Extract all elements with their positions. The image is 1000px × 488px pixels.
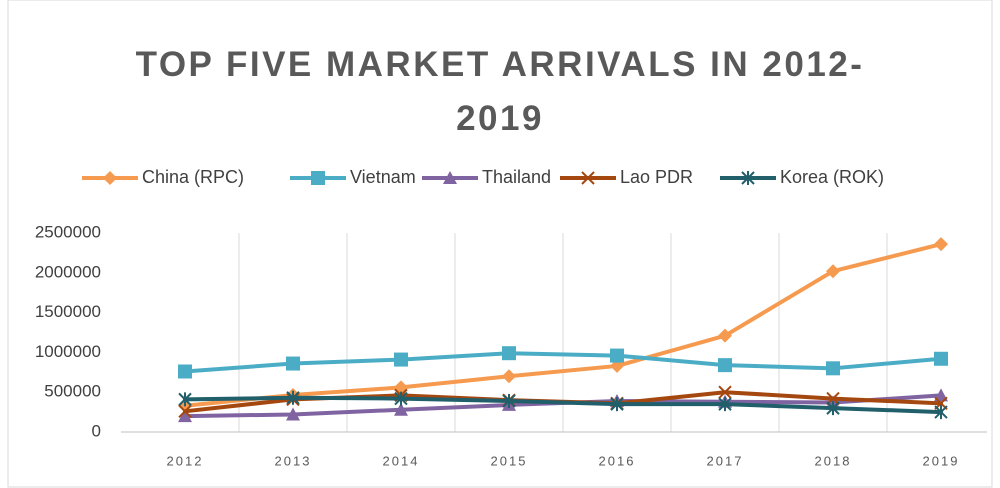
y-tick-label: 500000 [44, 382, 101, 401]
legend-label: Lao PDR [620, 167, 693, 187]
x-tick-label: 2018 [815, 453, 852, 468]
marker [178, 392, 192, 407]
chart-frame [7, 0, 993, 488]
legend-label: Korea (ROK) [780, 167, 884, 187]
marker [394, 402, 408, 416]
marker [934, 405, 948, 420]
marker [394, 391, 408, 406]
marker [826, 264, 840, 279]
x-tick-label: 2015 [491, 453, 528, 468]
y-tick-label: 0 [92, 421, 101, 440]
marker [502, 369, 516, 384]
legend-label: Vietnam [350, 167, 416, 187]
marker [178, 404, 192, 419]
marker [718, 397, 732, 412]
marker [178, 364, 192, 379]
marker [103, 171, 117, 185]
x-tick-label: 2016 [599, 453, 636, 468]
x-tick-label: 2019 [923, 453, 960, 468]
y-tick-label: 1500000 [35, 302, 101, 321]
marker [610, 397, 624, 412]
marker [286, 407, 300, 421]
marker [718, 385, 732, 399]
marker [502, 346, 516, 361]
marker [718, 328, 732, 343]
x-tick-label: 2014 [383, 453, 420, 468]
marker [286, 356, 300, 371]
legend-label: China (RPC) [142, 167, 244, 187]
marker [826, 391, 840, 406]
y-tick-label: 1000000 [35, 342, 101, 361]
marker [581, 171, 595, 185]
marker [826, 401, 840, 416]
series-line [183, 395, 943, 415]
marker [826, 361, 840, 376]
marker [394, 352, 408, 367]
marker [311, 171, 325, 185]
marker [610, 348, 624, 363]
marker [286, 390, 300, 405]
x-tick-label: 2017 [707, 453, 744, 468]
series-line [183, 242, 943, 408]
marker [934, 351, 948, 366]
series-line [183, 351, 943, 374]
y-tick-label: 2000000 [35, 262, 101, 281]
chart-title: TOP FIVE MARKET ARRIVALS IN 2012-2019 [135, 45, 865, 138]
marker [178, 409, 192, 423]
x-tick-label: 2013 [275, 453, 312, 468]
marker [718, 358, 732, 373]
y-tick-label: 2500000 [35, 222, 101, 241]
marker [934, 388, 948, 402]
marker [934, 237, 948, 252]
x-tick-label: 2012 [167, 453, 204, 468]
legend-label: Thailand [482, 167, 551, 187]
marker [741, 171, 755, 185]
marker [502, 393, 516, 408]
marker [443, 171, 457, 184]
